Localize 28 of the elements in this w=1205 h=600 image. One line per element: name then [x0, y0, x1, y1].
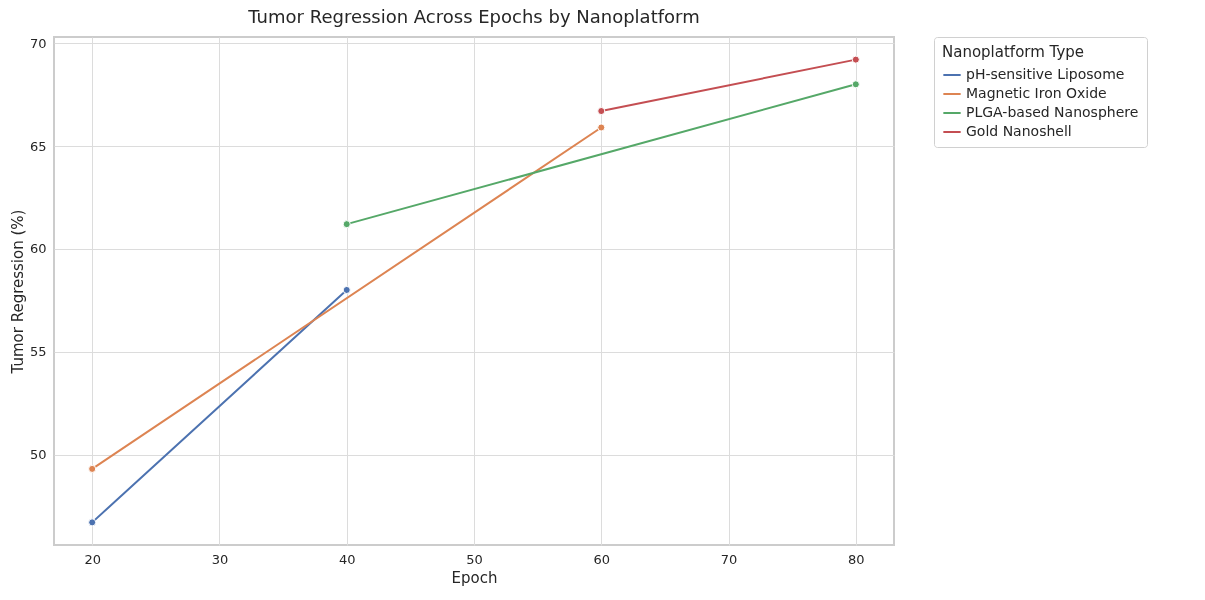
x-tick-label: 70: [720, 551, 738, 567]
x-tick-label: 40: [338, 551, 356, 567]
x-tick-label: 80: [848, 551, 865, 567]
point: [597, 123, 606, 132]
y-tick-label: 65: [29, 138, 47, 154]
point: [342, 220, 351, 229]
legend-label: pH-sensitive Liposome: [966, 66, 1125, 82]
y-axis-title: Tumor Regression (%): [8, 209, 27, 375]
legend-label: Gold Nanoshell: [966, 123, 1072, 139]
legend-title: Nanoplatform Type: [942, 43, 1085, 61]
point: [851, 55, 860, 64]
legend-label: PLGA-based Nanosphere: [966, 104, 1139, 120]
x-tick-label: 30: [211, 551, 229, 567]
point: [851, 80, 860, 89]
chart-title: Tumor Regression Across Epochs by Nanoplatform: [247, 5, 700, 27]
y-tick-label: 60: [29, 241, 47, 257]
x-axis-title: Epoch: [451, 568, 498, 587]
point: [88, 518, 97, 527]
legend-label: Magnetic Iron Oxide: [966, 85, 1107, 101]
point: [342, 285, 351, 294]
y-tick-label: 70: [29, 35, 47, 51]
x-tick-label: 60: [593, 551, 611, 567]
point: [88, 464, 97, 473]
x-tick-label: 20: [84, 551, 101, 567]
x-tick-label: 50: [466, 551, 483, 567]
point: [597, 107, 606, 116]
y-tick-label: 50: [29, 447, 47, 463]
y-tick-label: 55: [29, 344, 47, 360]
